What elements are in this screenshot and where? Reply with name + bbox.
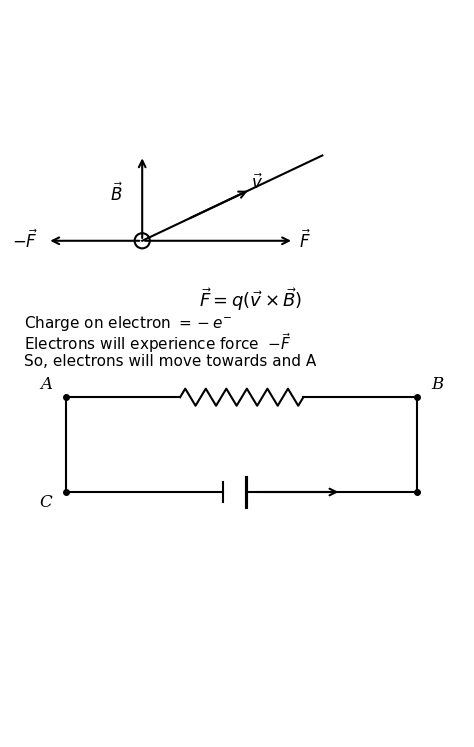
Text: $\vec{v}$: $\vec{v}$ bbox=[251, 174, 263, 193]
Text: Charge on electron $= -e^{-}$: Charge on electron $= -e^{-}$ bbox=[24, 314, 232, 333]
Text: So, electrons will move towards and A: So, electrons will move towards and A bbox=[24, 354, 316, 369]
Text: C: C bbox=[39, 495, 52, 512]
Text: $\vec{B}$: $\vec{B}$ bbox=[110, 182, 123, 205]
Text: $\vec{F}$: $\vec{F}$ bbox=[299, 229, 310, 252]
Text: $\vec{F} = q(\vec{v} \times \vec{B})$: $\vec{F} = q(\vec{v} \times \vec{B})$ bbox=[199, 287, 302, 314]
Text: B: B bbox=[431, 376, 444, 394]
Text: A: A bbox=[40, 376, 52, 394]
Text: Electrons will experience force  $-\vec{F}$: Electrons will experience force $-\vec{F… bbox=[24, 331, 291, 355]
Text: $-\vec{F}$: $-\vec{F}$ bbox=[12, 229, 38, 252]
